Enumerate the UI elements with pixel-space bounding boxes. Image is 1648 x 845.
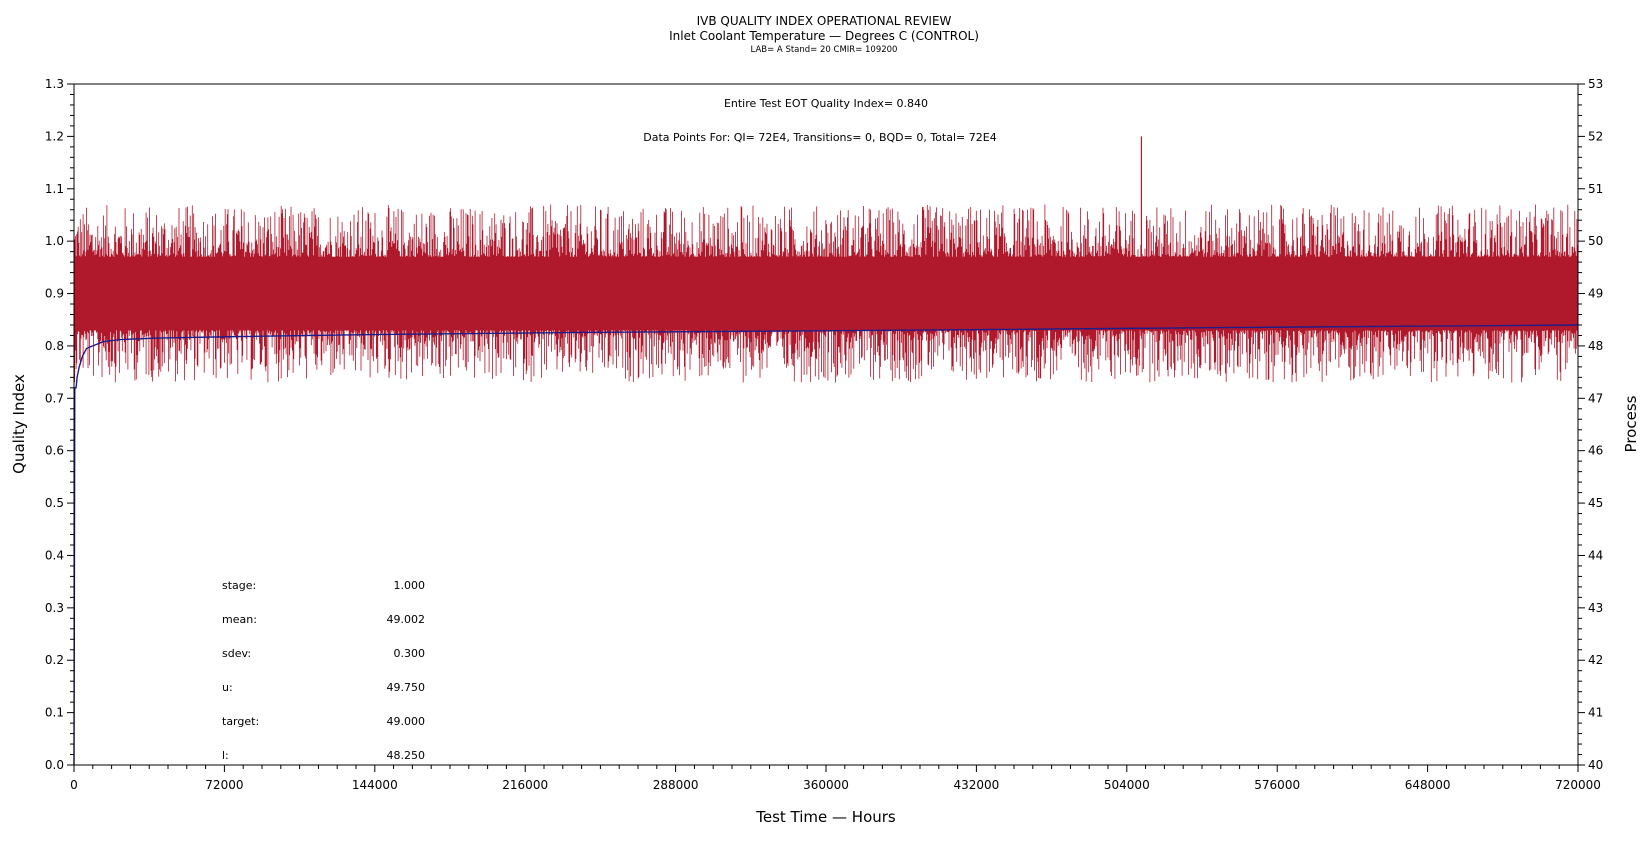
y2-tick-label: 46 [1588,444,1603,458]
chart-subtitle: Inlet Coolant Temperature — Degrees C (C… [669,29,979,43]
y-tick-label: 1.1 [45,182,64,196]
plot-series [73,136,1579,766]
y-tick-label: 0.9 [45,287,64,301]
stat-value: 49.000 [387,715,426,728]
x-tick-label: 72000 [205,778,243,792]
stat-label: u: [222,681,233,694]
y2-tick-label: 51 [1588,182,1603,196]
y-tick-label: 0.3 [45,601,64,615]
stat-label: mean: [222,613,257,626]
stats-table: stage: 1.000 mean: 49.002 sdev: 0.300 u: 49.750… [222,579,425,762]
chart-title: IVB QUALITY INDEX OPERATIONAL REVIEW [697,14,952,28]
y2-tick-label: 50 [1588,234,1603,248]
x-tick-label: 144000 [352,778,398,792]
stat-label: l: [222,749,229,762]
stat-label: target: [222,715,259,728]
y2-tick-label: 47 [1588,391,1603,405]
y-tick-label: 1.2 [45,129,64,143]
y-tick-label: 0.8 [45,339,64,353]
y-tick-label: 1.3 [45,77,64,91]
y-tick-label: 0.0 [45,758,64,772]
y2-tick-label: 52 [1588,129,1603,143]
cumulative-qi-line [73,324,1579,766]
y-tick-label: 1.0 [45,234,64,248]
data-points-annotation: Data Points For: QI= 72E4, Transitions= … [643,131,996,144]
y-tick-label: 0.5 [45,496,64,510]
y-tick-label: 0.6 [45,444,64,458]
y2-tick-label: 48 [1588,339,1603,353]
x-tick-label: 576000 [1254,778,1300,792]
y-tick-label: 0.2 [45,653,64,667]
chart-subtitle-lab: LAB= A Stand= 20 CMIR= 109200 [751,45,898,55]
y2-tick-label: 41 [1588,706,1603,720]
stat-value: 49.750 [387,681,426,694]
qi-series-spikes [73,204,1578,383]
x-tick-label: 504000 [1104,778,1150,792]
x-tick-label: 432000 [953,778,999,792]
x-tick-label: 720000 [1555,778,1601,792]
y-tick-label: 0.4 [45,548,64,562]
x-tick-label: 0 [70,778,78,792]
y-axis-right: 40 41 42 43 44 45 46 47 48 49 50 51 52 53 [1578,77,1603,772]
x-tick-label: 216000 [502,778,548,792]
y2-tick-label: 42 [1588,653,1603,667]
stat-value: 48.250 [387,749,426,762]
y2-axis-label: Process [1622,395,1640,452]
x-tick-label: 360000 [803,778,849,792]
y-axis-label: Quality Index [10,374,28,474]
y2-tick-label: 40 [1588,758,1603,772]
y2-tick-label: 45 [1588,496,1603,510]
y-tick-label: 0.7 [45,391,64,405]
y-tick-label: 0.1 [45,706,64,720]
y2-tick-label: 44 [1588,548,1603,562]
plot-frame [73,83,1579,766]
stat-value: 0.300 [394,647,426,660]
x-tick-label: 288000 [653,778,699,792]
stat-value: 1.000 [394,579,426,592]
x-axis-label: Test Time — Hours [755,808,896,826]
y2-tick-label: 49 [1588,287,1603,301]
stat-value: 49.002 [387,613,426,626]
stat-label: sdev: [222,647,251,660]
y2-tick-label: 53 [1588,77,1603,91]
x-tick-label: 648000 [1405,778,1451,792]
eot-quality-index-annotation: Entire Test EOT Quality Index= 0.840 [724,97,928,110]
stat-label: stage: [222,579,256,592]
x-axis: 0 72000 144000 216000 288000 360000 432000 5040… [70,765,1601,792]
y-axis-left: 0.0 0.1 0.2 0.3 0.4 0.5 0.6 0.7 0.8 0.9 1.0 1.1 1.2 1… [45,77,74,772]
y2-tick-label: 43 [1588,601,1603,615]
